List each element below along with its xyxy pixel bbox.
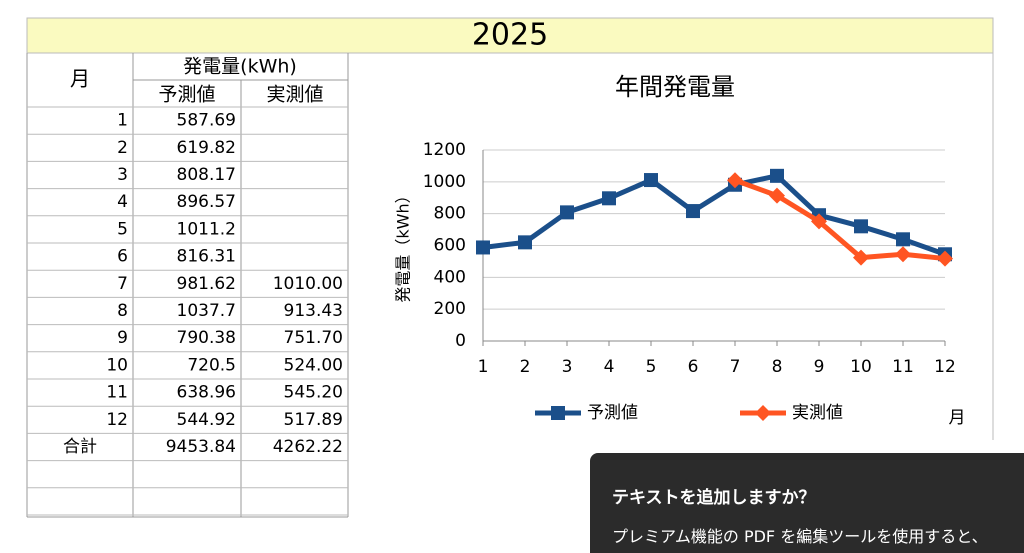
x-tick-label: 12: [934, 357, 956, 377]
marker: [476, 240, 490, 255]
x-tick-label: 5: [646, 357, 657, 377]
cell: 808.17: [177, 165, 236, 185]
x-tick-label: 7: [730, 357, 741, 377]
marker: [769, 187, 785, 204]
marker: [937, 250, 953, 267]
y-tick-label: 1000: [423, 172, 466, 192]
cell: 7: [117, 274, 128, 294]
cell: 816.31: [177, 247, 236, 267]
cell: 790.38: [177, 328, 236, 348]
header-month: 月: [70, 67, 90, 91]
cell: 1010.00: [273, 274, 343, 294]
total-cell: 9453.84: [166, 437, 236, 457]
cell: 1011.2: [177, 219, 236, 239]
popup-body: プレミアム機能の PDF を編集ツールを使用すると、: [612, 527, 988, 546]
cell: 1: [117, 111, 128, 131]
marker: [727, 172, 743, 189]
y-axis-label: 発電量（kWh）: [394, 187, 413, 302]
marker: [602, 191, 616, 206]
x-tick-label: 3: [562, 357, 573, 377]
popup-title: テキストを追加しますか？: [612, 488, 816, 508]
marker: [853, 249, 869, 266]
total-cell: 4262.22: [273, 437, 343, 457]
cell: 545.20: [284, 383, 343, 403]
cell: 11: [106, 383, 128, 403]
y-tick-label: 1200: [423, 140, 466, 160]
x-tick-label: 8: [772, 357, 783, 377]
cell: 1037.7: [177, 301, 236, 321]
marker: [560, 205, 574, 220]
cell: 544.92: [177, 410, 236, 430]
cell: 12: [106, 410, 128, 430]
legend-label: 予測値: [587, 403, 638, 423]
popup: テキストを追加しますか？ プレミアム機能の PDF を編集ツールを使用すると、: [590, 453, 1024, 553]
cell: 10: [106, 355, 128, 375]
cell: 638.96: [177, 383, 236, 403]
cell: 8: [117, 301, 128, 321]
cell: 9: [117, 328, 128, 348]
x-tick-label: 4: [604, 357, 615, 377]
cell: 2: [117, 138, 128, 158]
x-tick-label: 10: [850, 357, 872, 377]
header-forecast: 予測値: [158, 84, 215, 106]
cell: 913.43: [284, 301, 343, 321]
y-tick-label: 400: [434, 267, 466, 287]
header-actual: 実測値: [266, 84, 323, 106]
y-tick-label: 0: [455, 331, 466, 351]
marker: [895, 246, 911, 263]
marker: [811, 213, 827, 230]
marker: [644, 173, 658, 188]
cell: 981.62: [177, 274, 236, 294]
marker: [686, 204, 700, 219]
x-tick-label: 11: [892, 357, 914, 377]
cell: 524.00: [284, 355, 343, 375]
cell: 720.5: [187, 355, 236, 375]
header-group: 発電量(kWh): [183, 56, 297, 78]
cell: 896.57: [177, 192, 236, 212]
y-tick-label: 600: [434, 236, 466, 256]
sheet-title: 2025: [472, 18, 548, 53]
legend-label: 実測値: [792, 403, 843, 423]
marker: [770, 168, 784, 183]
marker: [518, 235, 532, 250]
cell: 4: [117, 192, 128, 212]
y-tick-label: 800: [434, 204, 466, 224]
x-tick-label: 2: [520, 357, 531, 377]
cell: 5: [117, 219, 128, 239]
title-bar: [26, 17, 994, 54]
cell: 587.69: [177, 111, 236, 131]
x-tick-label: 6: [688, 357, 699, 377]
chart-title: 年間発電量: [615, 73, 735, 101]
x-axis-unit: 月: [949, 408, 966, 428]
cell: 6: [117, 247, 128, 267]
marker: [551, 406, 565, 420]
marker: [896, 232, 910, 247]
x-tick-label: 9: [814, 357, 825, 377]
series-line: [482, 173, 946, 257]
x-tick-label: 1: [478, 357, 489, 377]
cell: 3: [117, 165, 128, 185]
marker: [854, 219, 868, 234]
cell: 751.70: [284, 328, 343, 348]
y-tick-label: 200: [434, 299, 466, 319]
cell: 619.82: [177, 138, 236, 158]
total-cell: 合計: [63, 437, 97, 457]
cell: 517.89: [284, 410, 343, 430]
marker: [755, 405, 771, 421]
